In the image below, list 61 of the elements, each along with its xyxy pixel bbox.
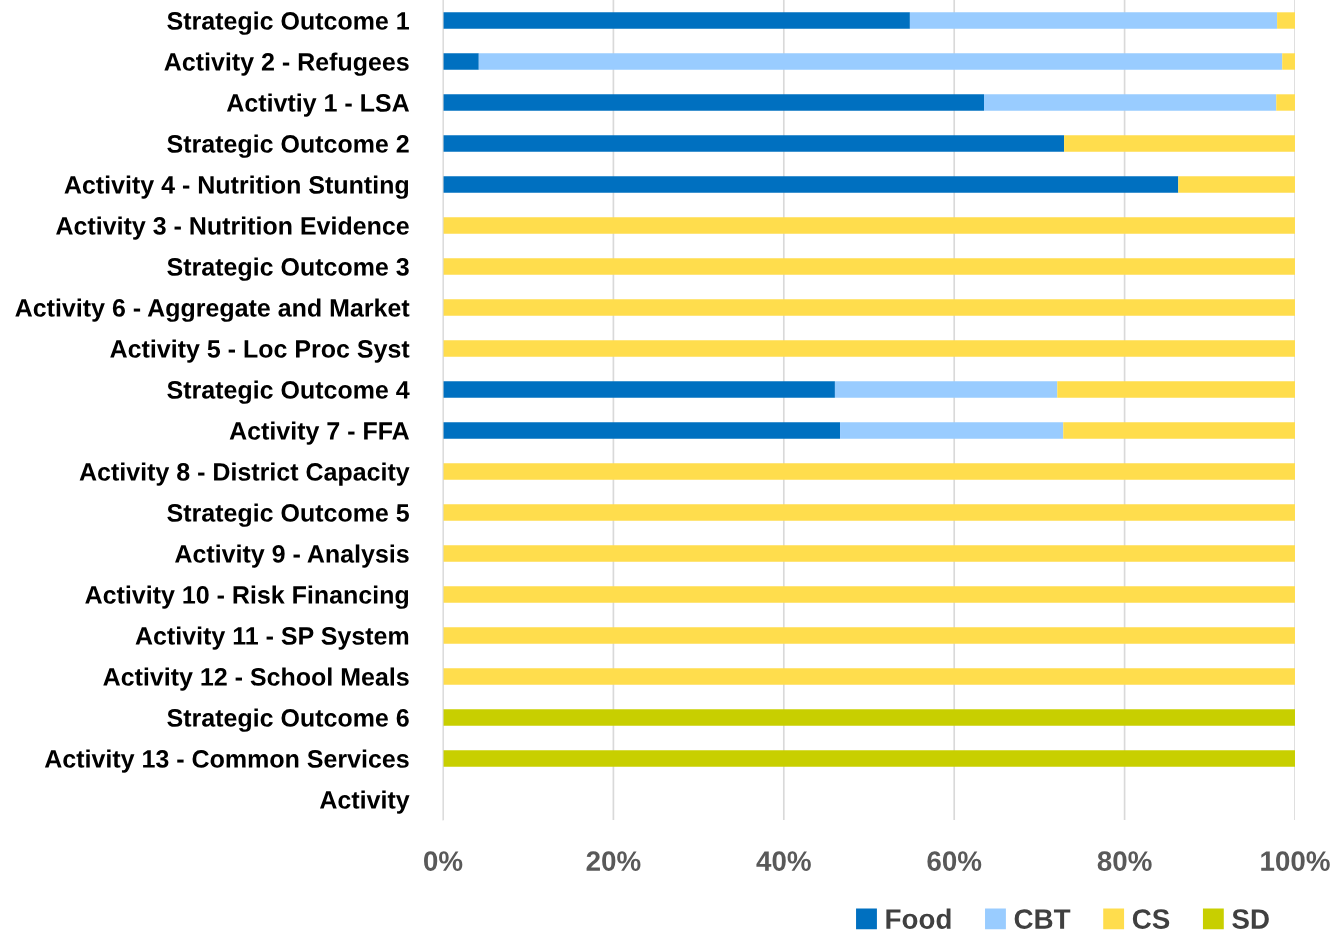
y-tick-label: Activity 3 - Nutrition Evidence xyxy=(56,216,409,240)
bar xyxy=(834,381,1058,398)
y-tick-label: Activity 9 - Analysis xyxy=(175,544,409,568)
y-tick-label: Activity xyxy=(319,790,410,814)
bar xyxy=(984,94,1277,111)
bar xyxy=(443,586,1295,603)
y-tick-label: Activity 6 - Aggregate and Market xyxy=(15,298,410,322)
x-tick-label: 40% xyxy=(756,851,811,871)
y-tick-label: Strategic Outcome 5 xyxy=(167,503,409,527)
x-tick-label: 0% xyxy=(424,851,463,871)
bar xyxy=(443,504,1295,521)
bar xyxy=(443,463,1295,480)
bar xyxy=(1277,12,1295,29)
y-tick-label: Activity 5 - Loc Proc Syst xyxy=(110,339,410,363)
y-tick-label: Activity 12 - School Meals xyxy=(103,667,409,691)
bar xyxy=(443,668,1295,685)
legend-label: SD xyxy=(1232,909,1269,929)
bar xyxy=(443,258,1295,275)
x-tick-label: 100% xyxy=(1261,851,1330,871)
y-tick-label: Activity 7 - FFA xyxy=(229,421,410,445)
bar xyxy=(443,422,841,439)
y-tick-label: Activtiy 1 - LSA xyxy=(226,93,410,117)
bar xyxy=(1276,94,1295,111)
bar xyxy=(443,53,479,70)
y-tick-label: Activity 2 - Refugees xyxy=(164,52,409,76)
bar xyxy=(443,176,1179,193)
legend-label: CBT xyxy=(1014,909,1071,929)
bar xyxy=(443,12,910,29)
bar xyxy=(443,94,985,111)
x-tick-label: 60% xyxy=(927,851,982,871)
y-tick-label: Strategic Outcome 2 xyxy=(167,134,409,158)
x-tick-label: 80% xyxy=(1097,851,1152,871)
y-tick-label: Activity 11 - SP System xyxy=(135,626,409,650)
bar xyxy=(840,422,1064,439)
bar xyxy=(443,217,1295,234)
bar xyxy=(443,750,1295,767)
legend-label: CS xyxy=(1132,909,1170,929)
bar xyxy=(1063,422,1295,439)
y-tick-label: Activity 13 - Common Services xyxy=(44,749,409,773)
bar xyxy=(1064,135,1295,152)
y-tick-label: Strategic Outcome 4 xyxy=(167,380,410,404)
y-tick-label: Strategic Outcome 6 xyxy=(167,708,409,732)
bar xyxy=(443,340,1295,357)
y-tick-label: Activity 10 - Risk Financing xyxy=(85,585,409,609)
y-tick-label: Activity 8 - District Capacity xyxy=(79,462,410,486)
bar xyxy=(1282,53,1295,70)
bar xyxy=(443,381,835,398)
bar xyxy=(443,135,1065,152)
bar xyxy=(478,53,1283,70)
bar xyxy=(443,299,1295,316)
y-tick-label: Strategic Outcome 3 xyxy=(167,257,409,281)
bar xyxy=(909,12,1278,29)
bar xyxy=(1178,176,1295,193)
bar xyxy=(443,627,1295,644)
legend-label: Food xyxy=(886,908,951,929)
bar xyxy=(443,709,1295,726)
bar xyxy=(1057,381,1295,398)
y-tick-label: Activity 4 - Nutrition Stunting xyxy=(64,175,409,199)
bar xyxy=(443,545,1295,562)
x-tick-label: 20% xyxy=(586,851,641,871)
y-tick-label: Strategic Outcome 1 xyxy=(167,11,409,35)
